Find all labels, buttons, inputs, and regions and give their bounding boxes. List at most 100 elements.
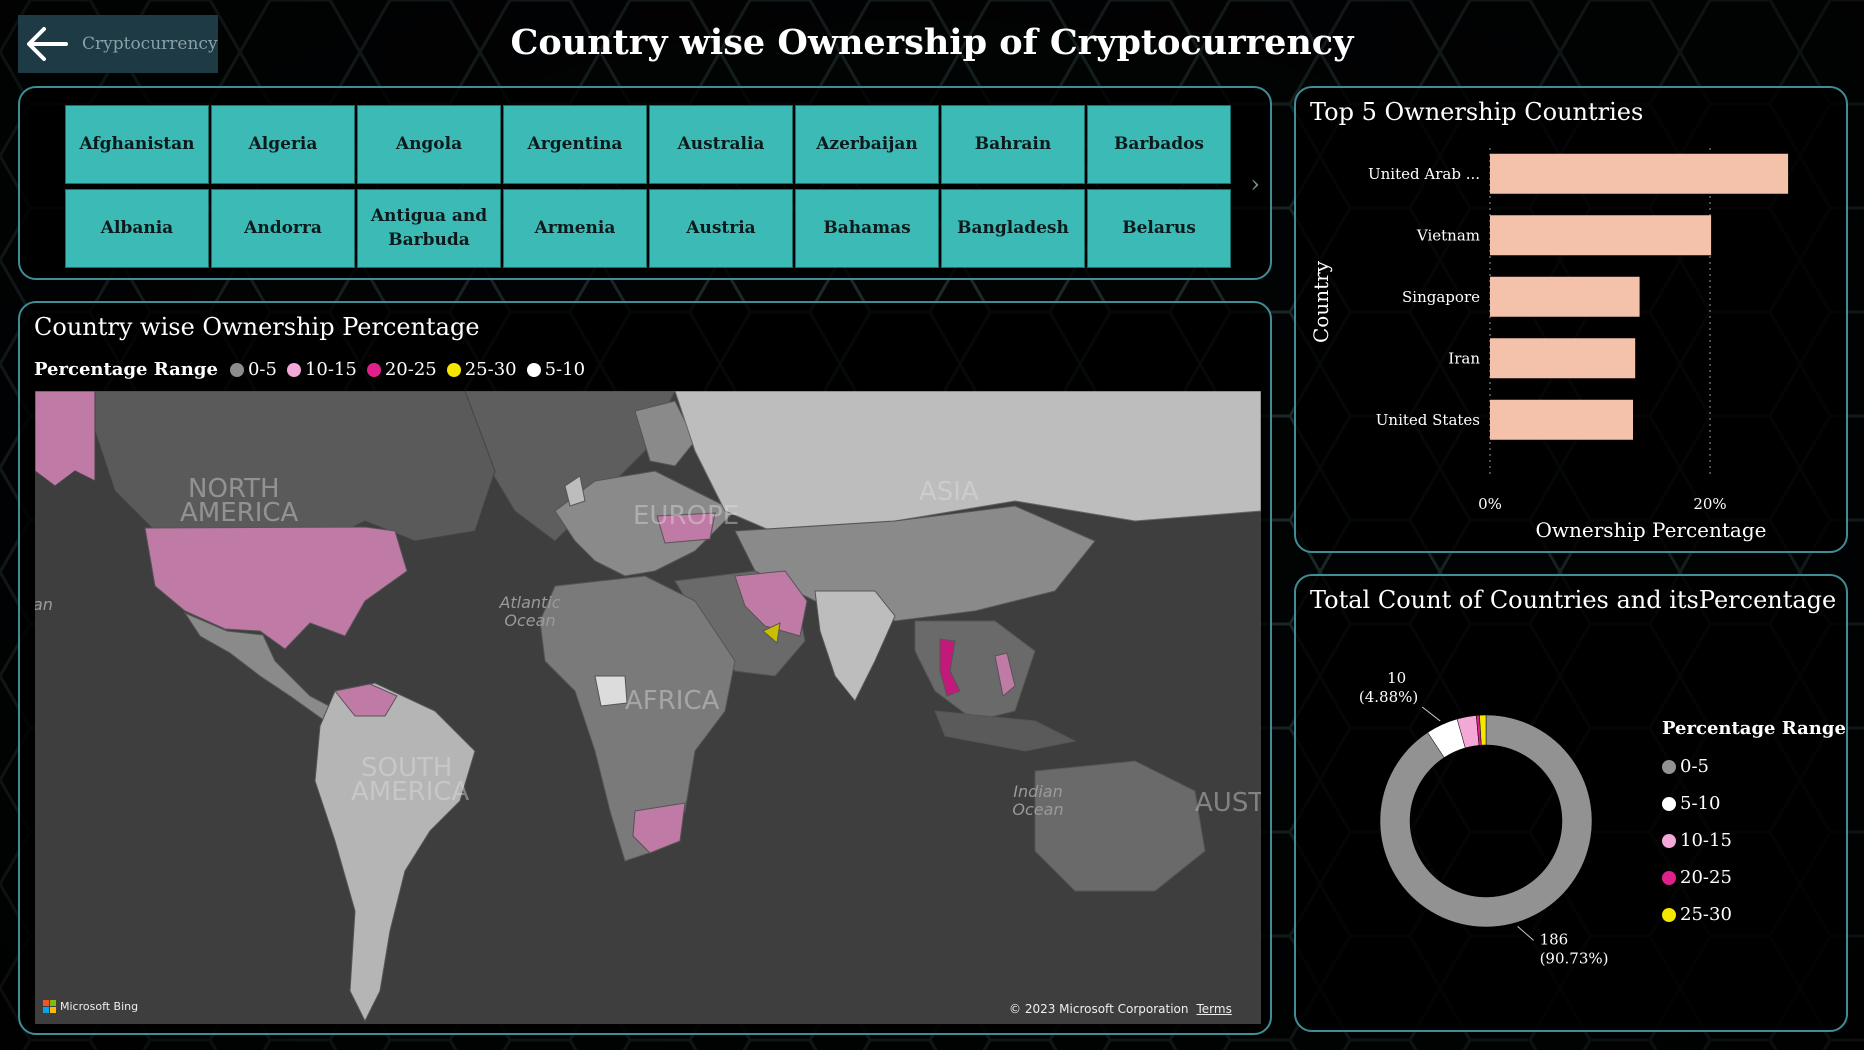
x-axis-title: Ownership Percentage: [1536, 518, 1767, 542]
back-button-label: Cryptocurrency: [82, 34, 218, 54]
map-usa: [144, 526, 408, 650]
donut-legend-item[interactable]: 10-15: [1662, 822, 1846, 859]
map-uae: [762, 622, 781, 644]
map-australia: [1034, 760, 1206, 892]
donut-legend-label: 5-10: [1680, 793, 1721, 814]
bar[interactable]: [1490, 338, 1636, 379]
country-button[interactable]: Andorra: [211, 189, 355, 268]
label-south-america-2: AMERICA: [351, 777, 470, 807]
arrow-left-icon: [27, 27, 68, 61]
map-legend-title: Percentage Range: [34, 359, 218, 380]
donut-legend-item[interactable]: 0-5: [1662, 748, 1846, 785]
country-button[interactable]: Afghanistan: [65, 105, 209, 184]
data-label-leader: [1517, 925, 1534, 941]
country-button[interactable]: Austria: [649, 189, 793, 268]
map-alaska: [35, 391, 96, 487]
map-south-africa: [632, 802, 686, 854]
map-legend-label: 10-15: [304, 359, 357, 380]
legend-dot-icon: [286, 362, 301, 377]
donut-chart[interactable]: 10(4.88%) 186(90.73%): [1296, 576, 1850, 1034]
country-button[interactable]: Bahamas: [795, 189, 939, 268]
label-indian-ocean: Indian Ocean: [1012, 782, 1064, 819]
microsoft-logo-icon: [43, 1000, 56, 1013]
country-button[interactable]: Algeria: [211, 105, 355, 184]
x-tick-label: 0%: [1478, 495, 1502, 513]
terms-link[interactable]: Terms: [1196, 1002, 1232, 1016]
map-legend-item[interactable]: 5-10: [526, 359, 586, 380]
donut-legend-item[interactable]: 25-30: [1662, 896, 1846, 933]
map-venezuela: [334, 683, 398, 717]
donut-legend-item[interactable]: 20-25: [1662, 859, 1846, 896]
bar[interactable]: [1490, 215, 1712, 256]
x-tick-label: 20%: [1693, 495, 1726, 513]
data-label-pct: (90.73%): [1540, 949, 1609, 967]
data-label-leader: [1421, 706, 1441, 722]
legend-dot-icon: [1662, 833, 1676, 848]
map-legend-item[interactable]: 10-15: [286, 359, 357, 380]
map-indonesia: [934, 710, 1077, 752]
bar-chart-title: Top 5 Ownership Countries: [1310, 98, 1644, 126]
country-button[interactable]: Armenia: [503, 189, 647, 268]
map-legend-label: 25-30: [464, 359, 517, 380]
bar[interactable]: [1490, 153, 1789, 194]
bar[interactable]: [1490, 399, 1633, 440]
label-atlantic-ocean: Atlantic Ocean: [499, 593, 561, 630]
map-vietnam: [939, 638, 961, 697]
world-map[interactable]: NORTH AMERICA EUROPE ASIA AFRICA SOUTH A…: [35, 391, 1261, 1024]
bar[interactable]: [1490, 276, 1640, 317]
page-title: Country wise Ownership of Cryptocurrency: [510, 22, 1354, 63]
label-australia: AUST: [1195, 788, 1261, 818]
map-legend-label: 0-5: [247, 359, 277, 380]
y-category-label: Iran: [1448, 349, 1480, 367]
label-asia: ASIA: [919, 477, 979, 507]
donut-legend-label: 20-25: [1680, 867, 1732, 888]
country-button[interactable]: Argentina: [503, 105, 647, 184]
country-button[interactable]: Belarus: [1087, 189, 1231, 268]
donut-legend-label: 0-5: [1680, 756, 1709, 777]
donut-chart-title: Total Count of Countries and itsPercenta…: [1310, 586, 1837, 614]
bar-chart[interactable]: 0% 20% United Arab ... Vietnam Singapore Iran…: [1296, 88, 1850, 555]
bing-label: Microsoft Bing: [60, 1000, 139, 1013]
map-legend-label: 20-25: [384, 359, 437, 380]
map-nigeria: [594, 675, 628, 707]
y-category-label: Vietnam: [1416, 226, 1480, 244]
map-legend-label: 5-10: [544, 359, 586, 380]
donut-slice[interactable]: [1379, 714, 1593, 928]
country-slicer: Afghanistan Algeria Angola Argentina Austral…: [18, 86, 1272, 280]
copyright-text: © 2023 Microsoft Corporation: [1009, 1002, 1189, 1016]
label-pacific-partial: an: [35, 595, 53, 614]
legend-dot-icon: [1662, 796, 1676, 811]
y-category-label: United States: [1376, 411, 1480, 429]
map-title: Country wise Ownership Percentage: [34, 313, 480, 341]
donut-legend-label: 10-15: [1680, 830, 1732, 851]
map-south-america: [314, 682, 476, 1023]
map-legend-item[interactable]: 0-5: [229, 359, 277, 380]
country-button[interactable]: Azerbaijan: [795, 105, 939, 184]
map-legend-item[interactable]: 25-30: [446, 359, 517, 380]
country-button[interactable]: Barbados: [1087, 105, 1231, 184]
legend-dot-icon: [229, 362, 244, 377]
country-button[interactable]: Antigua and Barbuda: [357, 189, 501, 268]
top5-bar-panel: Top 5 Ownership Countries 0% 20% United Ar…: [1294, 86, 1848, 553]
country-button[interactable]: Albania: [65, 189, 209, 268]
map-legend-item[interactable]: 20-25: [366, 359, 437, 380]
label-north-america-2: AMERICA: [180, 498, 299, 528]
microsoft-bing-logo: Microsoft Bing: [43, 1000, 138, 1013]
y-category-label: United Arab ...: [1368, 165, 1480, 183]
donut-panel: Total Count of Countries and itsPercenta…: [1294, 574, 1848, 1032]
donut-slice[interactable]: [1479, 714, 1487, 746]
donut-legend-item[interactable]: 5-10: [1662, 785, 1846, 822]
chevron-right-icon[interactable]: ›: [1250, 170, 1260, 198]
country-button[interactable]: Australia: [649, 105, 793, 184]
label-north-america-1: NORTH: [188, 474, 280, 504]
back-button[interactable]: Cryptocurrency: [18, 15, 218, 73]
country-button[interactable]: Bangladesh: [941, 189, 1085, 268]
label-africa: AFRICA: [625, 686, 720, 716]
map-panel: Country wise Ownership Percentage Percen…: [18, 301, 1272, 1035]
label-europe: EUROPE: [633, 501, 740, 531]
data-label-count: 10: [1387, 669, 1406, 687]
y-category-label: Singapore: [1402, 288, 1480, 306]
country-button[interactable]: Bahrain: [941, 105, 1085, 184]
country-button[interactable]: Angola: [357, 105, 501, 184]
legend-dot-icon: [1662, 759, 1676, 774]
